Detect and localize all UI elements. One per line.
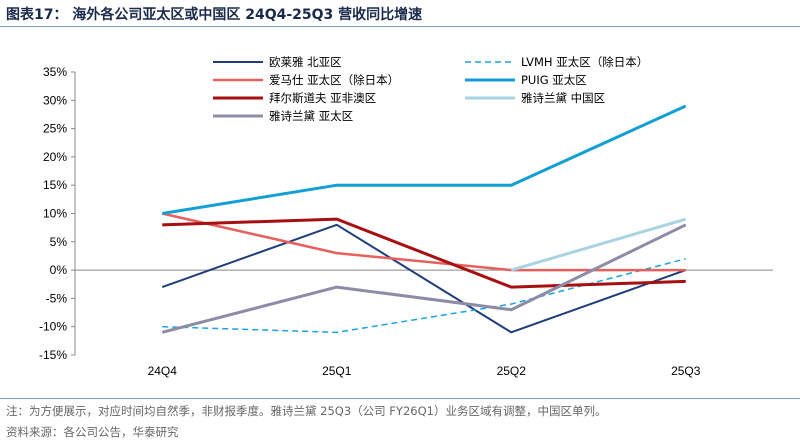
- legend-label: 拜尔斯道夫 亚非澳区: [269, 91, 376, 105]
- legend-label: 欧莱雅 北亚区: [269, 55, 342, 69]
- legend-label: 雅诗兰黛 亚太区: [269, 109, 353, 123]
- y-tick-label: 25%: [43, 122, 67, 136]
- y-tick-label: 5%: [50, 235, 68, 249]
- chart-source: 资料来源：各公司公告，华泰研究: [6, 425, 179, 439]
- x-tick-label: 25Q2: [497, 364, 527, 378]
- series-line: [162, 217, 686, 289]
- series-line: [510, 217, 687, 272]
- figure-title: 图表17： 海外各公司亚太区或中国区 24Q4-25Q3 营收同比增速: [6, 7, 423, 23]
- x-tick-label: 25Q1: [322, 364, 352, 378]
- y-tick-label: -5%: [46, 291, 68, 305]
- y-tick-label: 15%: [43, 178, 67, 192]
- chart-note: 注：为方便展示，对应时间均自然季，非财报季度。雅诗兰黛 25Q3（公司 FY26…: [6, 404, 607, 418]
- series-line: [161, 223, 687, 334]
- series-line: [162, 104, 687, 215]
- footer-divider: [0, 398, 800, 399]
- y-tick-label: 10%: [43, 207, 67, 221]
- legend-label: PUIG 亚太区: [521, 73, 587, 87]
- series-line: [161, 212, 686, 272]
- legend-label: 雅诗兰黛 中国区: [521, 91, 605, 105]
- legend-label: 爱马仕 亚太区（除日本）: [269, 73, 399, 87]
- line-chart: -15% -10% -5% 0% 5% 10% 15% 20% 25% 30% 35% 24Q4 25Q…: [39, 55, 773, 378]
- y-tick-label: 20%: [43, 150, 67, 164]
- title-divider: [0, 26, 800, 27]
- x-tick-label: 25Q3: [671, 364, 701, 378]
- y-tick-label: -10%: [39, 320, 67, 334]
- legend-label: LVMH 亚太区（除日本）: [521, 55, 648, 69]
- y-tick-label: 30%: [43, 93, 67, 107]
- y-tick-label: 0%: [50, 263, 68, 277]
- y-tick-label: -15%: [39, 348, 67, 362]
- series-line: [161, 223, 687, 334]
- x-tick-label: 24Q4: [148, 364, 178, 378]
- series-line: [162, 258, 686, 334]
- y-tick-label: 35%: [43, 65, 67, 79]
